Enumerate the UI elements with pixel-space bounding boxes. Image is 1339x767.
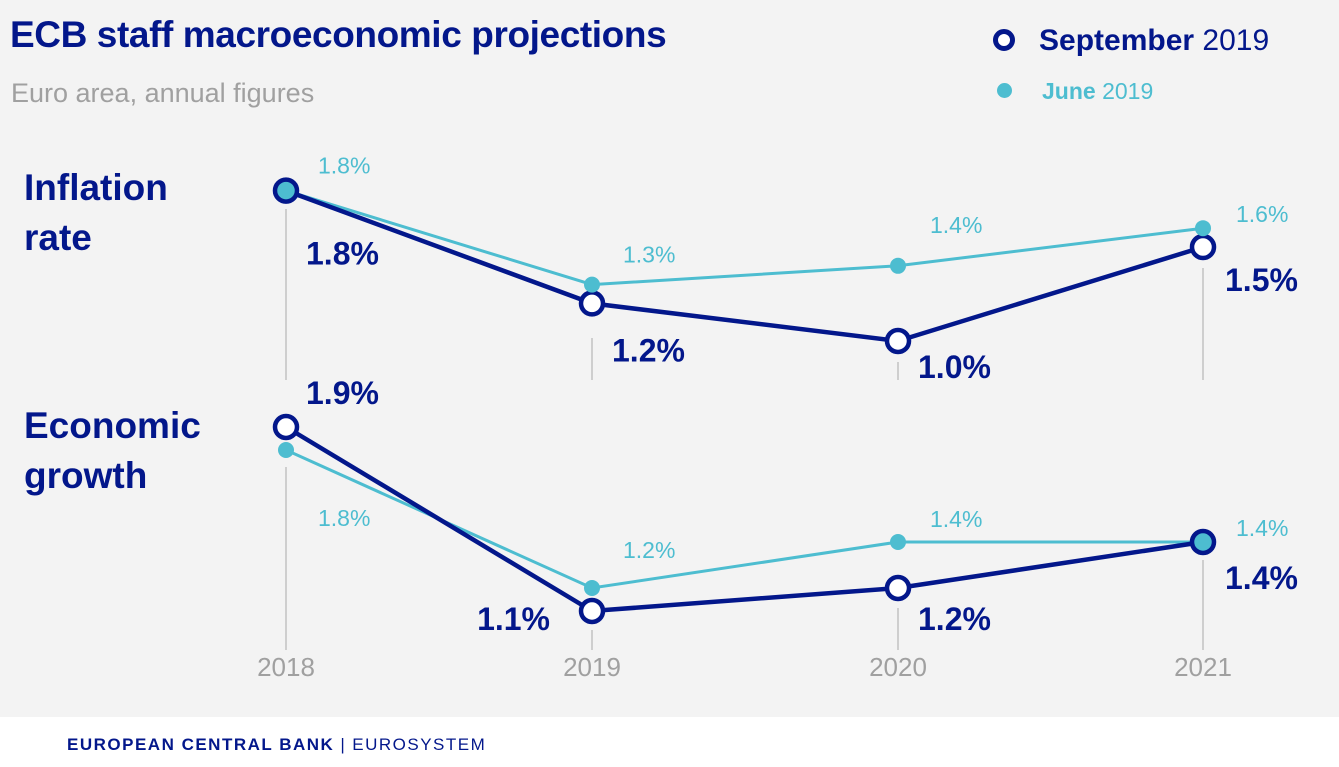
growth-june-label: 1.2% [623,537,675,563]
growth-september-point [1189,528,1217,556]
inflation-september-point [884,327,912,355]
inflation-june-point [1195,220,1211,237]
inflation-september-line [285,188,1204,344]
x-tick-label: 2018 [257,652,315,682]
inflation-september-point [1189,233,1217,261]
growth-september-label: 1.4% [1225,560,1298,596]
growth-september-point [272,413,300,441]
growth-september-label: 1.1% [477,601,550,637]
inflation-september-label: 1.0% [918,349,991,385]
legend-september-bold: September [1039,24,1195,57]
legend-june-year: 2019 [1095,78,1154,104]
legend-item-september: September 2019 [993,24,1269,58]
inflation-june-label: 1.8% [318,153,370,179]
inflation-september-point [272,177,300,204]
inflation-september-point [578,290,606,317]
inflation-june-label: 1.6% [1236,201,1288,227]
inflation-june-label: 1.4% [930,212,982,238]
filled-dot-marker-icon [997,83,1012,99]
growth-june-point [890,534,906,550]
growth-september-label: 1.9% [306,375,379,411]
growth-september-point [578,597,606,625]
inflation-september-label: 1.2% [612,332,685,368]
growth-june-label: 1.4% [930,506,982,532]
footer-bank-name: EUROPEAN CENTRAL BANK [67,735,335,754]
inflation-label-line1: Inflation [24,167,168,208]
growth-label-line2: growth [24,455,148,496]
x-tick-label: 2019 [563,652,621,682]
growth-september-label: 1.2% [918,601,991,637]
inflation-june-label: 1.3% [623,242,675,268]
inflation-label-line2: rate [24,217,92,258]
chart-title: ECB staff macroeconomic projections [10,14,667,55]
growth-june-point [584,580,600,596]
inflation-june-line [285,189,1204,287]
growth-september-line [284,425,1204,614]
growth-june-label: 1.4% [1236,515,1288,541]
open-circle-marker-icon [993,29,1015,52]
legend-june-bold: June [1042,78,1096,104]
growth-september-point [884,574,912,602]
legend-item-june: June 2019 [993,78,1153,105]
growth-label-line1: Economic [24,405,201,446]
footer-logo: EUROPEAN CENTRAL BANK | EUROSYSTEM [67,735,486,755]
footer-system-name: EUROSYSTEM [352,735,487,754]
x-tick-label: 2020 [869,652,927,682]
growth-panel-label: Economic growth [24,401,201,501]
inflation-june-point [890,257,906,274]
chart-panel [0,0,1339,717]
inflation-june-point [584,276,600,293]
inflation-panel-label: Inflation rate [24,163,168,263]
footer-separator: | [340,735,347,754]
chart-subtitle: Euro area, annual figures [11,78,315,108]
growth-june-point [278,442,294,458]
growth-june-label: 1.8% [318,505,370,531]
inflation-september-label: 1.8% [306,236,379,272]
growth-june-line [285,448,1203,590]
inflation-september-label: 1.5% [1225,262,1298,298]
line-charts: 2018 2019 2020 2021 1.8% 1.3% 1.4% 1.6% 1.8% 1.2%… [257,153,1298,682]
x-tick-label: 2021 [1174,652,1232,682]
legend-september-year: 2019 [1194,24,1270,57]
